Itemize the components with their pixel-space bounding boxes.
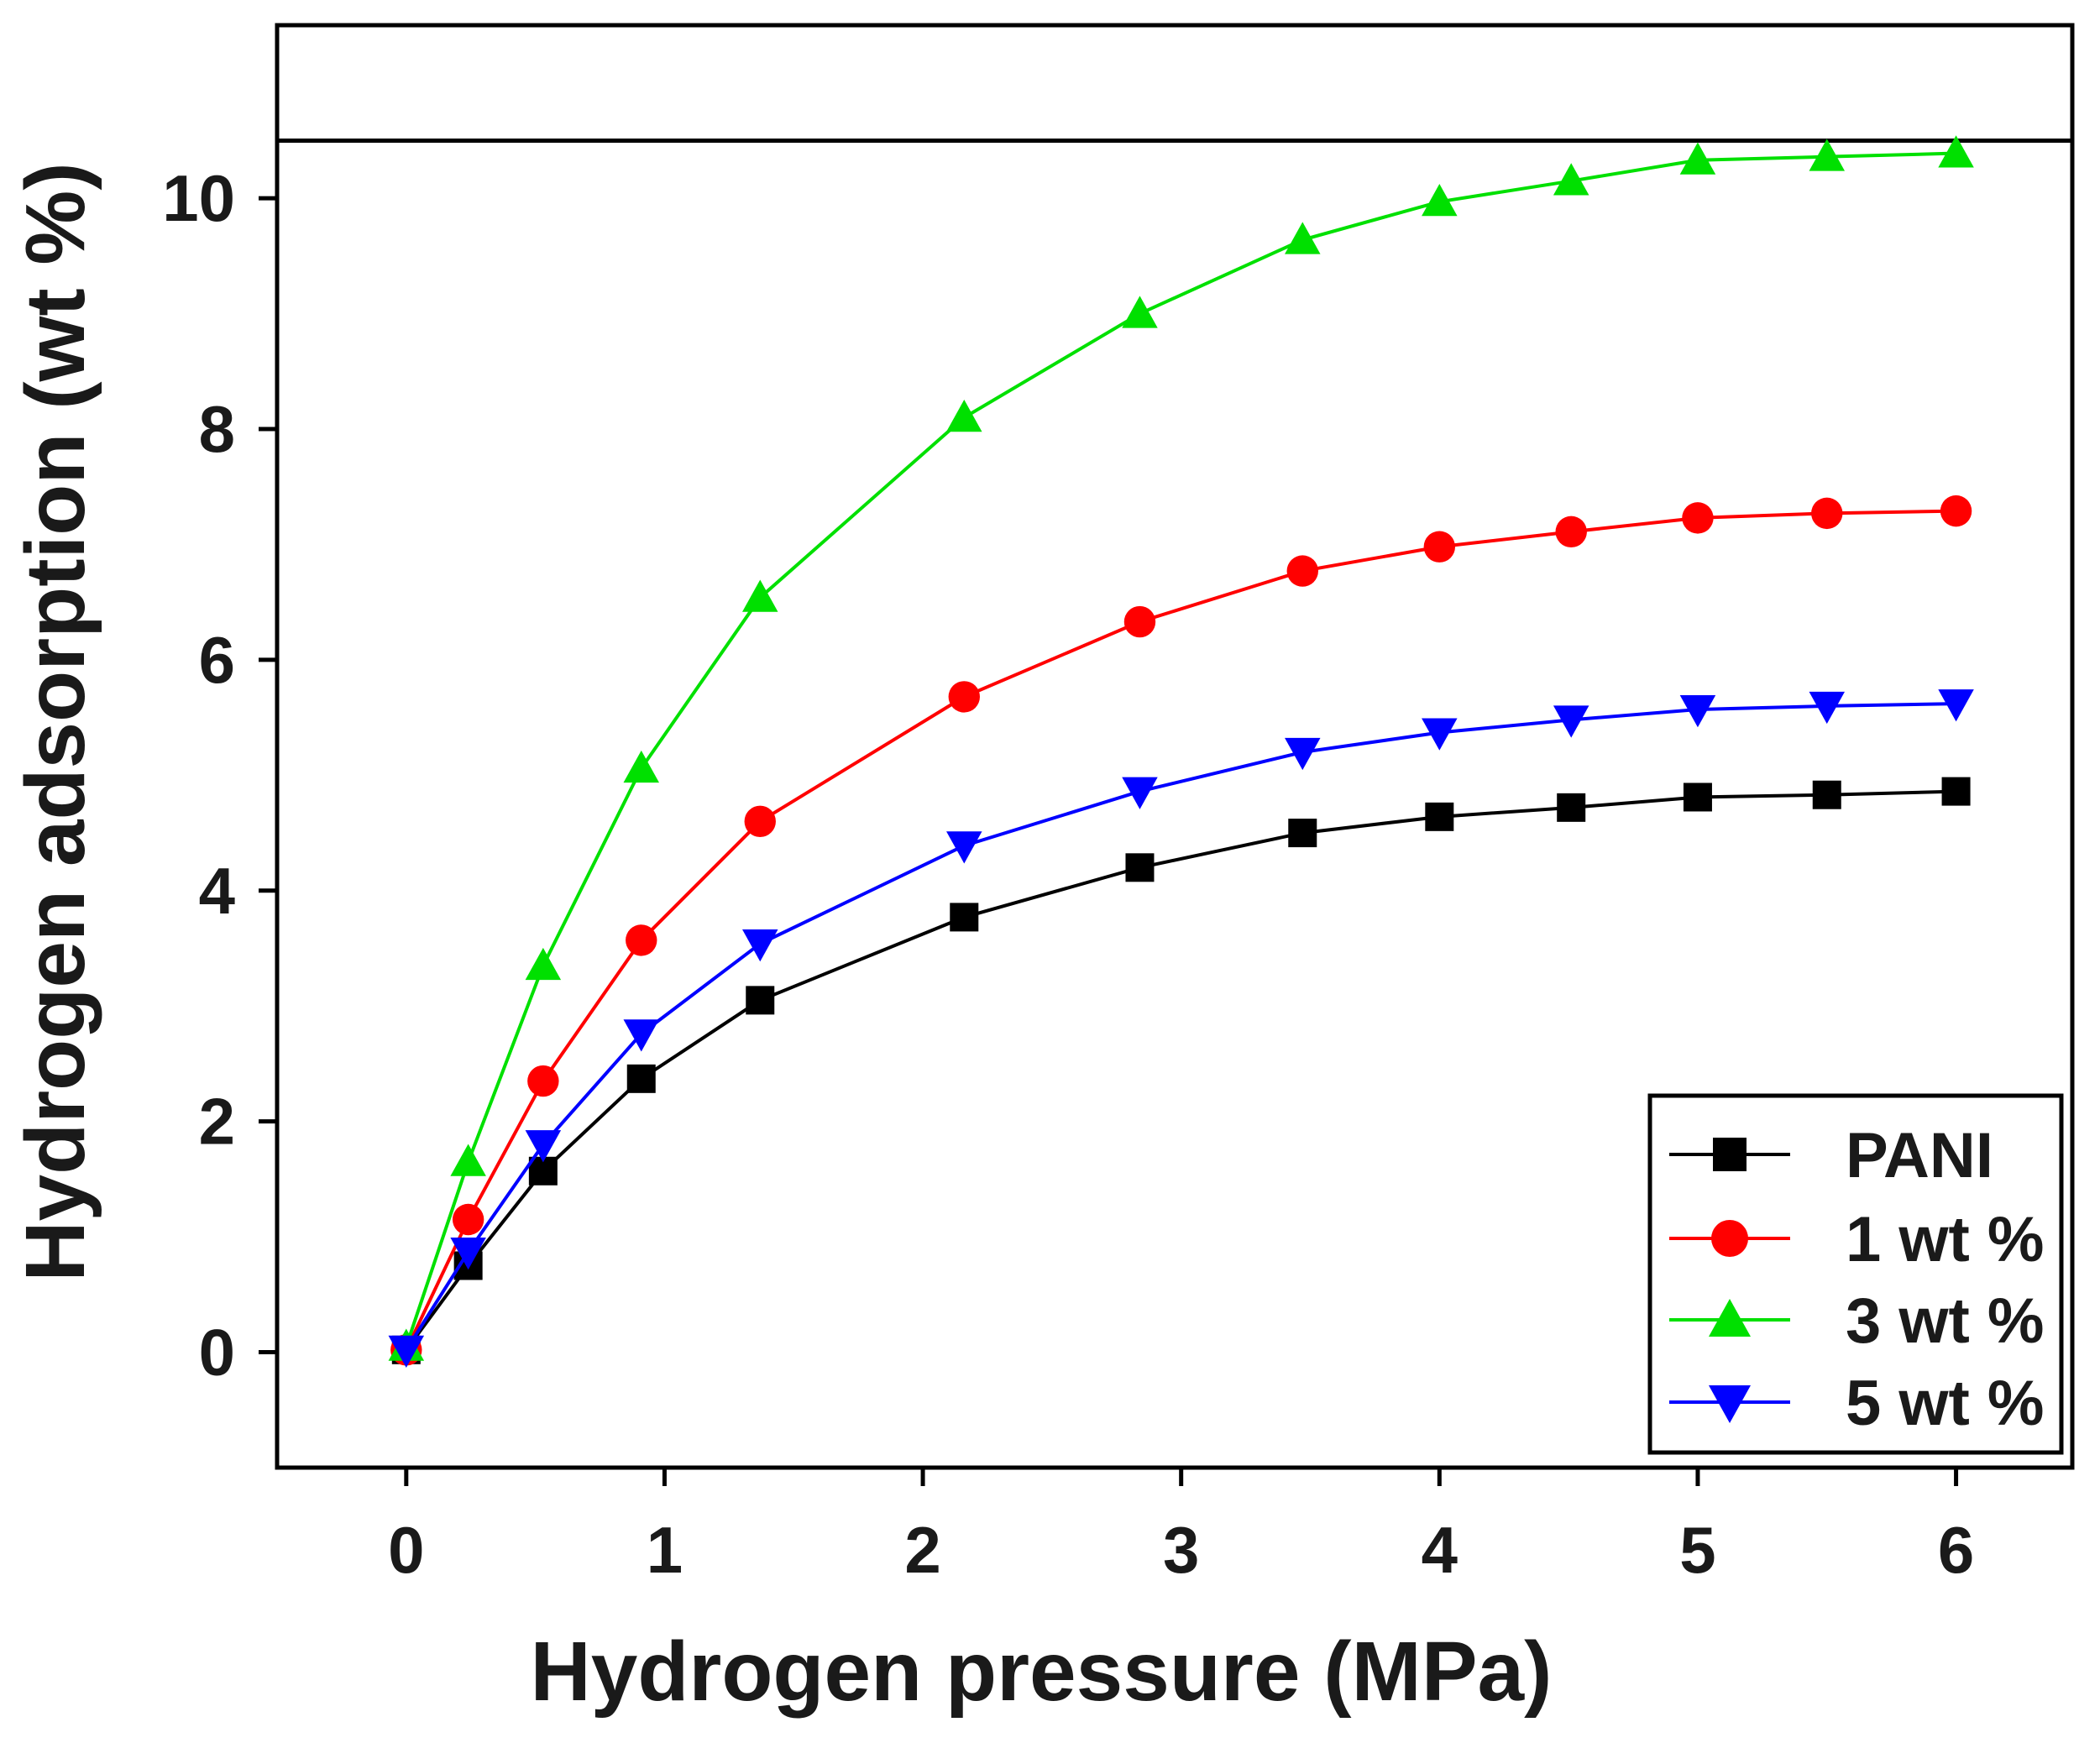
data-point xyxy=(452,1203,484,1236)
data-point xyxy=(525,1130,562,1163)
y-tick-label: 6 xyxy=(199,623,235,697)
x-axis: 0 1 2 3 4 5 6 xyxy=(388,1468,1974,1587)
data-point xyxy=(527,1065,559,1097)
legend-marker xyxy=(1713,1138,1747,1171)
y-tick-label: 8 xyxy=(199,392,235,466)
data-point xyxy=(1122,296,1158,328)
data-point xyxy=(1557,793,1586,822)
data-point xyxy=(1123,605,1156,638)
legend-entry-3-wt: 3 wt % xyxy=(1669,1285,2045,1357)
x-axis-title: Hydrogen pressure (MPa) xyxy=(531,1625,1553,1719)
data-point xyxy=(1125,853,1155,882)
data-point xyxy=(1811,497,1843,530)
data-point xyxy=(1682,502,1714,534)
x-tick-label: 5 xyxy=(1679,1513,1715,1587)
data-point xyxy=(1555,516,1587,548)
data-point xyxy=(744,805,776,838)
data-point xyxy=(946,831,982,864)
legend-label: 5 wt % xyxy=(1846,1368,2045,1439)
data-point xyxy=(1809,139,1846,171)
series-5-wt xyxy=(388,689,1974,1369)
data-point xyxy=(626,1064,656,1093)
data-point xyxy=(1938,689,1974,722)
data-point xyxy=(1285,737,1321,771)
data-point xyxy=(950,903,979,932)
x-tick-label: 1 xyxy=(647,1513,683,1587)
legend-entry-1-wt: 1 wt % xyxy=(1669,1204,2045,1275)
data-point xyxy=(1938,135,1974,168)
legend-marker xyxy=(1711,1220,1748,1257)
legend: PANI 1 wt % 3 wt % 5 wt % xyxy=(1647,1093,2064,1455)
y-axis-title: Hydrogen adsorption (wt %) xyxy=(8,162,102,1281)
data-point xyxy=(1286,555,1318,587)
x-tick-label: 2 xyxy=(904,1513,940,1587)
y-tick-label: 2 xyxy=(199,1085,235,1159)
y-tick-label: 0 xyxy=(199,1316,235,1390)
x-tick-label: 6 xyxy=(1938,1513,1974,1587)
legend-entry-5-wt: 5 wt % xyxy=(1669,1368,2045,1439)
legend-marker xyxy=(1709,1385,1751,1423)
data-point xyxy=(1940,495,1972,527)
data-point xyxy=(450,1144,486,1176)
data-point xyxy=(388,1335,425,1369)
series-3-wt xyxy=(388,135,1974,1361)
data-point xyxy=(1285,222,1321,254)
data-point xyxy=(450,1237,486,1270)
data-point xyxy=(1122,777,1158,809)
data-point xyxy=(1553,705,1589,738)
data-point xyxy=(946,400,982,432)
data-point xyxy=(1683,783,1712,812)
y-tick-label: 10 xyxy=(162,161,235,235)
data-point xyxy=(1812,780,1841,809)
legend-marker xyxy=(1709,1299,1751,1337)
data-point xyxy=(1941,777,1971,806)
x-tick-label: 4 xyxy=(1422,1513,1458,1587)
series-pani xyxy=(391,777,1971,1364)
plot-frame xyxy=(275,23,2075,1470)
data-point xyxy=(1422,184,1458,217)
legend-label: 3 wt % xyxy=(1846,1285,2045,1357)
legend-entry-pani: PANI xyxy=(1669,1120,1993,1191)
legend-label: PANI xyxy=(1846,1120,1993,1191)
data-point xyxy=(742,579,778,612)
y-tick-label: 4 xyxy=(199,854,235,928)
y-axis: 0 2 4 6 8 10 xyxy=(162,161,277,1390)
data-point xyxy=(1553,163,1589,196)
data-point xyxy=(746,986,775,1015)
x-tick-label: 3 xyxy=(1163,1513,1199,1587)
data-point xyxy=(525,947,562,981)
data-point xyxy=(623,750,660,783)
data-point xyxy=(1422,718,1458,751)
series-layer xyxy=(388,135,1974,1369)
data-point xyxy=(1679,695,1716,728)
data-point xyxy=(1679,142,1716,175)
data-point xyxy=(1425,802,1454,831)
series-1-wt xyxy=(390,495,1972,1366)
legend-label: 1 wt % xyxy=(1846,1204,2045,1275)
data-point xyxy=(742,929,778,962)
data-point xyxy=(1288,819,1317,848)
data-point xyxy=(626,924,657,956)
data-point xyxy=(623,1019,660,1052)
data-point xyxy=(1423,531,1456,563)
data-point xyxy=(1809,691,1846,725)
x-tick-label: 0 xyxy=(388,1513,424,1587)
data-point xyxy=(948,681,980,713)
